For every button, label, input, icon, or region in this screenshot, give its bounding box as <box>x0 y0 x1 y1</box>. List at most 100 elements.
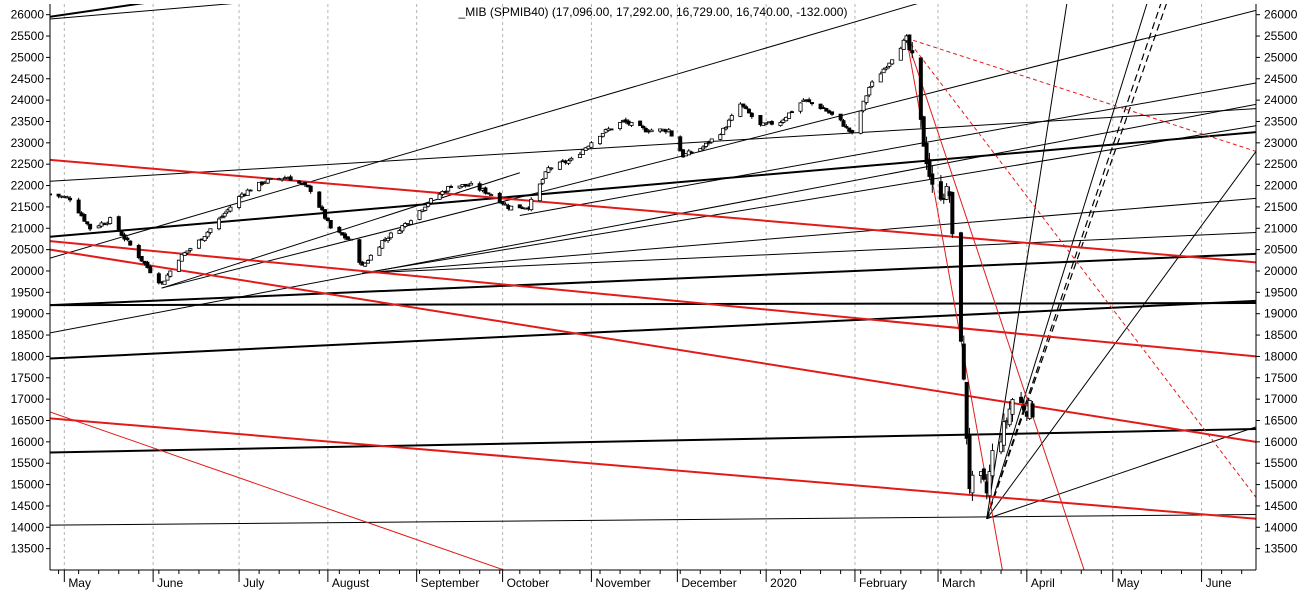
candle-209 <box>887 62 892 69</box>
candle-24 <box>145 260 150 269</box>
candle-body-18 <box>122 234 127 240</box>
candle-10 <box>88 223 93 232</box>
y-tick-label-right-18: 22500 <box>1264 157 1298 171</box>
candle-body-181 <box>778 122 783 126</box>
candle-212 <box>901 38 906 51</box>
candle-body-225 <box>950 191 955 235</box>
candle-69 <box>325 217 330 222</box>
candle-16 <box>116 215 121 233</box>
candle-body-221 <box>938 181 943 200</box>
candle-body-173 <box>744 106 749 109</box>
candle-body-29 <box>165 274 170 281</box>
x-month-label-4: September <box>421 576 480 590</box>
y-tick-label-right-19: 23000 <box>1264 136 1298 150</box>
y-tick-label-left-22: 24500 <box>11 72 45 86</box>
candle-body-10 <box>88 223 93 230</box>
candle-body-166 <box>718 134 723 140</box>
trendline-black-thin-3 <box>519 82 1256 216</box>
y-tick-label-right-23: 25000 <box>1264 50 1298 64</box>
candle-32 <box>179 253 184 262</box>
candle-body-65 <box>308 185 313 192</box>
candle-22 <box>139 255 144 262</box>
candle-182 <box>781 118 786 124</box>
candle-178 <box>764 122 769 125</box>
candle-body-113 <box>503 203 508 206</box>
candle-120 <box>529 197 534 212</box>
candle-90 <box>408 219 413 226</box>
candle-body-6 <box>76 199 81 214</box>
y-tick-label-right-14: 20500 <box>1264 243 1298 257</box>
candle-26 <box>156 272 161 285</box>
y-tick-label-left-11: 19000 <box>11 307 45 321</box>
candle-25 <box>148 264 153 274</box>
candle-body-112 <box>500 201 505 205</box>
candle-body-26 <box>156 273 161 284</box>
candle-body-141 <box>618 122 623 130</box>
candle-46 <box>237 194 242 210</box>
candle-186 <box>798 102 803 114</box>
candle-body-212 <box>901 39 906 50</box>
candle-75 <box>348 238 353 241</box>
y-tick-label-right-8: 17500 <box>1264 371 1298 385</box>
y-tick-label-right-1: 14000 <box>1264 520 1298 534</box>
y-tick-label-right-22: 24500 <box>1264 72 1298 86</box>
candle-body-164 <box>706 141 711 144</box>
candle-body-17 <box>119 231 124 236</box>
candle-43 <box>222 211 227 219</box>
trendline-black-thick-4 <box>50 252 1256 307</box>
candle-74 <box>345 235 350 240</box>
y-tick-label-right-11: 19000 <box>1264 307 1298 321</box>
candle-126 <box>557 161 562 171</box>
candle-body-197 <box>841 120 846 127</box>
candle-191 <box>818 103 823 110</box>
candle-199 <box>847 127 852 134</box>
y-tick-label-left-21: 24000 <box>11 93 45 107</box>
x-month-label-6: November <box>595 576 650 590</box>
candle-body-100 <box>449 186 454 188</box>
candle-body-210 <box>890 59 895 65</box>
candle-146 <box>638 120 643 127</box>
y-tick-label-left-4: 15500 <box>11 456 45 470</box>
candle-body-66 <box>317 191 322 208</box>
trendline-black-thick-0 <box>50 302 1256 307</box>
candle-body-174 <box>746 108 751 114</box>
candle-body-4 <box>65 196 70 199</box>
candle-body-21 <box>136 244 141 259</box>
candle-body-51 <box>257 181 262 192</box>
candle-240 <box>1010 397 1015 422</box>
y-tick-label-left-5: 16000 <box>11 435 45 449</box>
candle-5 <box>68 196 73 203</box>
candle-body-162 <box>701 146 706 150</box>
x-month-label-9: February <box>859 576 907 590</box>
candle-body-69 <box>325 217 330 222</box>
candle-body-245 <box>1030 403 1035 418</box>
candle-body-5 <box>68 197 73 201</box>
y-tick-label-left-25: 26000 <box>11 8 45 22</box>
candle-106 <box>477 181 482 192</box>
candle-79 <box>365 259 370 264</box>
candle-78 <box>363 262 368 267</box>
candle-145 <box>629 122 634 127</box>
candle-100 <box>449 184 454 188</box>
candle-227 <box>961 335 966 381</box>
candle-235 <box>990 443 995 483</box>
candle-57 <box>280 178 285 182</box>
y-tick-label-right-3: 15000 <box>1264 478 1298 492</box>
candle-body-90 <box>408 220 413 225</box>
candle-216 <box>918 57 923 128</box>
y-tick-label-right-13: 20000 <box>1264 264 1298 278</box>
y-tick-label-right-2: 14500 <box>1264 499 1298 513</box>
candle-232 <box>981 467 986 482</box>
candle-body-123 <box>543 171 548 179</box>
trendline-red-thick-0 <box>50 158 1256 264</box>
candle-112 <box>500 201 505 206</box>
candle-body-219 <box>927 159 932 177</box>
candle-body-94 <box>426 203 431 207</box>
candle-body-34 <box>185 250 190 254</box>
candle-body-87 <box>400 225 405 232</box>
candle-body-172 <box>741 103 746 107</box>
trendline-black-thin-0 <box>50 4 918 259</box>
y-tick-label-right-0: 13500 <box>1264 542 1298 556</box>
x-month-label-3: August <box>332 576 370 590</box>
y-tick-label-left-3: 15000 <box>11 478 45 492</box>
